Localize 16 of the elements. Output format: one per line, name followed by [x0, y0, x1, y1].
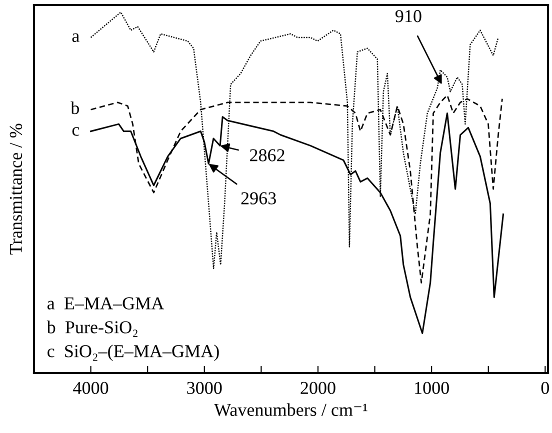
x-tick-label: 1000	[415, 382, 449, 394]
annotation: 910	[396, 10, 422, 22]
y-axis-title: Transmittance / %	[10, 124, 22, 255]
series-label: c	[72, 127, 80, 136]
x-tick-label: 0	[541, 382, 549, 394]
x-axis-title: Wavenumbers / cm⁻¹	[214, 403, 368, 416]
annotation: 2862	[250, 149, 284, 162]
annotation: b Pure-SiO₂	[46, 320, 138, 337]
x-tick-label: 2000	[300, 382, 336, 394]
x-tick-label: 4000	[73, 382, 108, 394]
series-label: b	[70, 101, 79, 114]
annotation: 2963	[241, 192, 276, 204]
series-label: a	[72, 33, 80, 42]
annotation: a E–MA–GMA	[47, 297, 164, 310]
x-tick-label: 3000	[187, 382, 222, 394]
annotation: c SiO₂–(E–MA–GMA)	[48, 344, 219, 361]
